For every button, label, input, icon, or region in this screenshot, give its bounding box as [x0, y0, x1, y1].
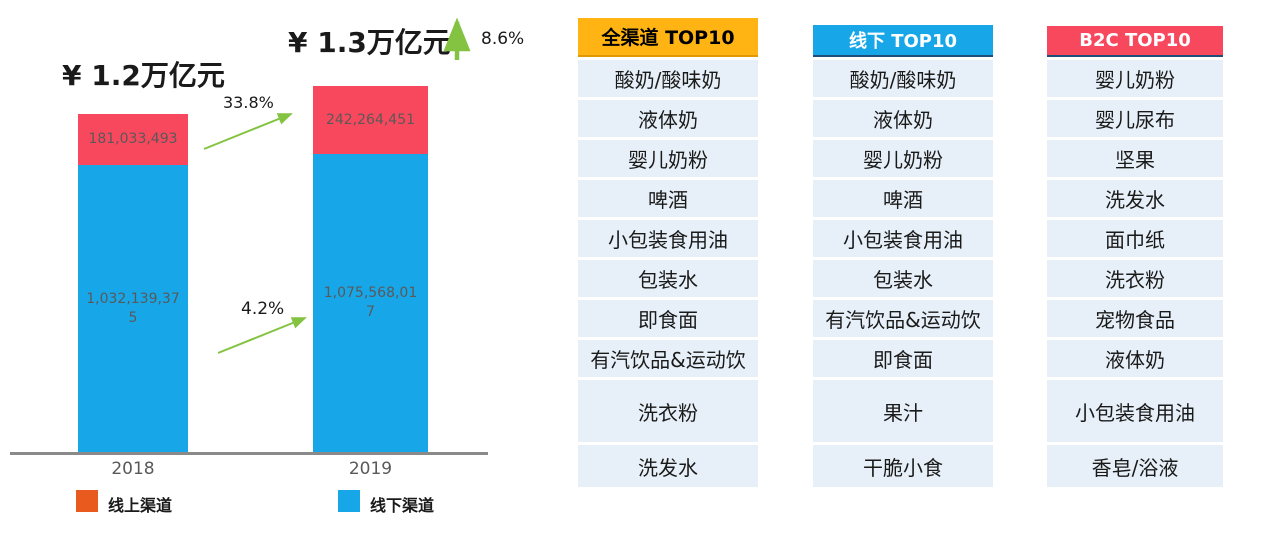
top10-list-allchannel: 全渠道 TOP10 酸奶/酸味奶 液体奶 婴儿奶粉 啤酒 小包装食用油 包装水 … [578, 18, 758, 487]
legend-swatch-offline [338, 490, 360, 512]
top10-list-offline: 线下 TOP10 酸奶/酸味奶 液体奶 婴儿奶粉 啤酒 小包装食用油 包装水 有… [813, 25, 993, 487]
stacked-bar-chart: ¥ 1.2万亿元 ¥ 1.3万亿元 8.6% 33.8% 4.2% 181,03… [0, 0, 545, 533]
list-item: 即食面 [578, 300, 758, 337]
x-tick-2019: 2019 [348, 459, 393, 479]
legend-swatch-online [76, 490, 98, 512]
list-item: 宠物食品 [1047, 300, 1223, 337]
list-item: 洗衣粉 [1047, 260, 1223, 297]
list-item: 有汽饮品&运动饮 [578, 340, 758, 377]
value-label-2019-offline: 1,075,568,017 [323, 285, 418, 320]
value-label-2018-offline: 1,032,139,375 [86, 290, 180, 326]
value-label-2018-online: 181,033,493 [88, 131, 178, 147]
list-item: 洗发水 [1047, 180, 1223, 217]
x-axis-line [10, 452, 488, 455]
list-item: 液体奶 [813, 100, 993, 137]
top10-header-allchannel: 全渠道 TOP10 [578, 18, 758, 57]
list-item: 婴儿尿布 [1047, 100, 1223, 137]
online-growth-label: 33.8% [223, 93, 274, 112]
list-item: 即食面 [813, 340, 993, 377]
list-item: 婴儿奶粉 [1047, 60, 1223, 97]
bar-2018-online-segment: 181,033,493 [78, 114, 188, 165]
list-item: 婴儿奶粉 [578, 140, 758, 177]
list-item: 坚果 [1047, 140, 1223, 177]
top10-list-b2c: B2C TOP10 婴儿奶粉 婴儿尿布 坚果 洗发水 面巾纸 洗衣粉 宠物食品 … [1047, 26, 1223, 487]
x-tick-2018: 2018 [111, 459, 155, 479]
list-item: 干脆小食 [813, 445, 993, 487]
value-label-2019-online: 242,264,451 [325, 111, 416, 128]
legend-label-offline: 线下渠道 [370, 496, 435, 515]
legend-label-online: 线上渠道 [108, 496, 173, 515]
list-item: 液体奶 [578, 100, 758, 137]
bar-2019-online-segment: 242,264,451 [313, 86, 428, 154]
list-item: 酸奶/酸味奶 [813, 60, 993, 97]
growth-arrows [203, 17, 471, 354]
bar-2019-offline-segment: 1,075,568,017 [313, 154, 428, 452]
list-item: 洗衣粉 [578, 380, 758, 442]
offline-growth-label: 4.2% [241, 299, 285, 319]
total-growth-label: 8.6% [481, 29, 525, 49]
list-item: 小包装食用油 [813, 220, 993, 257]
list-item: 小包装食用油 [1047, 380, 1223, 442]
list-item: 洗发水 [578, 445, 758, 487]
list-item: 有汽饮品&运动饮 [813, 300, 993, 337]
list-item: 液体奶 [1047, 340, 1223, 377]
list-item: 包装水 [813, 260, 993, 297]
total-label-2018: ¥ 1.2万亿元 [62, 59, 225, 92]
top10-header-offline: 线下 TOP10 [813, 25, 993, 57]
total-label-2019: ¥ 1.3万亿元 [288, 26, 451, 59]
bar-2018-offline-segment: 1,032,139,375 [78, 165, 188, 452]
list-item: 啤酒 [813, 180, 993, 217]
list-item: 婴儿奶粉 [813, 140, 993, 177]
top10-header-b2c: B2C TOP10 [1047, 26, 1223, 57]
list-item: 面巾纸 [1047, 220, 1223, 257]
list-item: 酸奶/酸味奶 [578, 60, 758, 97]
offline-growth-arrow-icon [217, 317, 307, 354]
list-item: 小包装食用油 [578, 220, 758, 257]
online-growth-arrow-icon [203, 113, 293, 150]
list-item: 包装水 [578, 260, 758, 297]
list-item: 啤酒 [578, 180, 758, 217]
list-item: 香皂/浴液 [1047, 445, 1223, 487]
list-item: 果汁 [813, 380, 993, 442]
